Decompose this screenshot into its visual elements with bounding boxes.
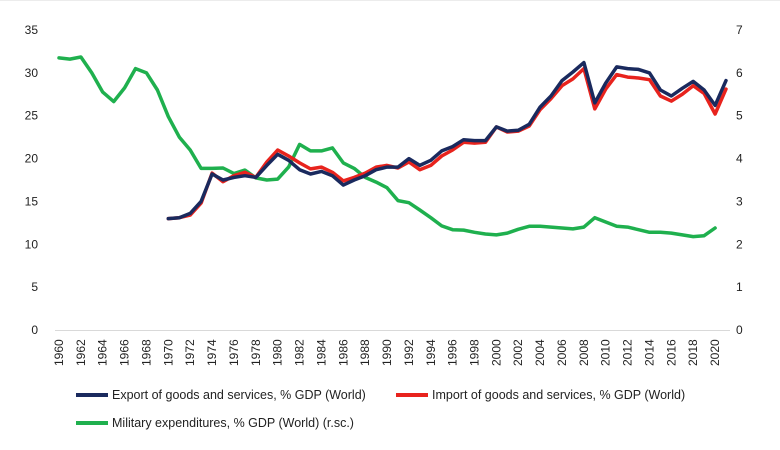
x-tick-label: 1974 bbox=[205, 339, 219, 366]
x-tick-label: 1964 bbox=[96, 339, 110, 366]
x-tick-label: 2012 bbox=[621, 339, 635, 366]
y-right-tick-label: 2 bbox=[736, 237, 743, 251]
y-left-tick-labels: 0 5 10 15 20 25 30 35 bbox=[25, 23, 39, 337]
x-tick-label: 1990 bbox=[380, 339, 394, 366]
x-tick-label: 1968 bbox=[139, 339, 153, 366]
y-left-tick-label: 0 bbox=[31, 323, 38, 337]
y-left-tick-label: 20 bbox=[25, 152, 39, 166]
y-left-tick-label: 15 bbox=[25, 194, 39, 208]
chart-container: 0 5 10 15 20 25 30 35 0 1 2 3 4 5 6 7 1960 1962 1964 1966… bbox=[0, 0, 780, 445]
series-line-export bbox=[168, 63, 726, 219]
x-tick-label: 1996 bbox=[446, 339, 460, 366]
legend-item-export: Export of goods and services, % GDP (Wor… bbox=[76, 388, 366, 402]
x-tick-label: 2006 bbox=[555, 339, 569, 366]
x-tick-label: 1984 bbox=[314, 339, 328, 366]
x-tick-label: 1988 bbox=[358, 339, 372, 366]
line-chart: 0 5 10 15 20 25 30 35 0 1 2 3 4 5 6 7 1960 1962 1964 1966… bbox=[0, 0, 780, 445]
x-tick-label: 1980 bbox=[271, 339, 285, 366]
x-tick-label: 1982 bbox=[293, 339, 307, 366]
x-tick-label: 1992 bbox=[402, 339, 416, 366]
legend-label-export: Export of goods and services, % GDP (Wor… bbox=[112, 388, 366, 402]
y-right-tick-label: 6 bbox=[736, 66, 743, 80]
y-right-tick-labels: 0 1 2 3 4 5 6 7 bbox=[736, 23, 743, 337]
x-tick-label: 2010 bbox=[599, 339, 613, 366]
y-left-tick-label: 35 bbox=[25, 23, 39, 37]
y-right-tick-label: 4 bbox=[736, 152, 743, 166]
x-tick-label: 1962 bbox=[74, 339, 88, 366]
y-left-tick-label: 5 bbox=[31, 280, 38, 294]
x-tick-label: 2004 bbox=[533, 339, 547, 366]
x-tick-label: 1998 bbox=[468, 339, 482, 366]
x-tick-label: 2016 bbox=[664, 339, 678, 366]
y-right-tick-label: 0 bbox=[736, 323, 743, 337]
y-left-tick-label: 25 bbox=[25, 109, 39, 123]
legend-label-import: Import of goods and services, % GDP (Wor… bbox=[432, 388, 685, 402]
x-tick-label: 1994 bbox=[424, 339, 438, 366]
y-left-tick-label: 30 bbox=[25, 66, 39, 80]
x-tick-label: 1976 bbox=[227, 339, 241, 366]
x-tick-label: 2018 bbox=[686, 339, 700, 366]
x-tick-label: 1970 bbox=[161, 339, 175, 366]
y-right-tick-label: 1 bbox=[736, 280, 743, 294]
series-line-import bbox=[168, 69, 726, 219]
series-line-military bbox=[59, 57, 715, 237]
legend-item-military: Military expenditures, % GDP (World) (r.… bbox=[76, 416, 354, 430]
x-tick-label: 1960 bbox=[52, 339, 66, 366]
x-tick-label: 1978 bbox=[249, 339, 263, 366]
x-tick-label: 2020 bbox=[708, 339, 722, 366]
legend-item-import: Import of goods and services, % GDP (Wor… bbox=[396, 388, 685, 402]
legend-label-military: Military expenditures, % GDP (World) (r.… bbox=[112, 416, 354, 430]
x-tick-label: 1966 bbox=[118, 339, 132, 366]
y-right-tick-label: 5 bbox=[736, 109, 743, 123]
legend: Export of goods and services, % GDP (Wor… bbox=[76, 388, 685, 430]
y-right-tick-label: 3 bbox=[736, 194, 743, 208]
x-tick-label: 2000 bbox=[489, 339, 503, 366]
y-right-tick-label: 7 bbox=[736, 23, 743, 37]
x-tick-label: 2008 bbox=[577, 339, 591, 366]
series-lines bbox=[59, 57, 726, 237]
x-tick-label: 2014 bbox=[642, 339, 656, 366]
y-left-tick-label: 10 bbox=[25, 237, 39, 251]
x-tick-label: 1986 bbox=[336, 339, 350, 366]
x-tick-label: 2002 bbox=[511, 339, 525, 366]
x-tick-label: 1972 bbox=[183, 339, 197, 366]
x-tick-labels: 1960 1962 1964 1966 1968 1970 1972 1974 1976 1978… bbox=[52, 339, 722, 366]
